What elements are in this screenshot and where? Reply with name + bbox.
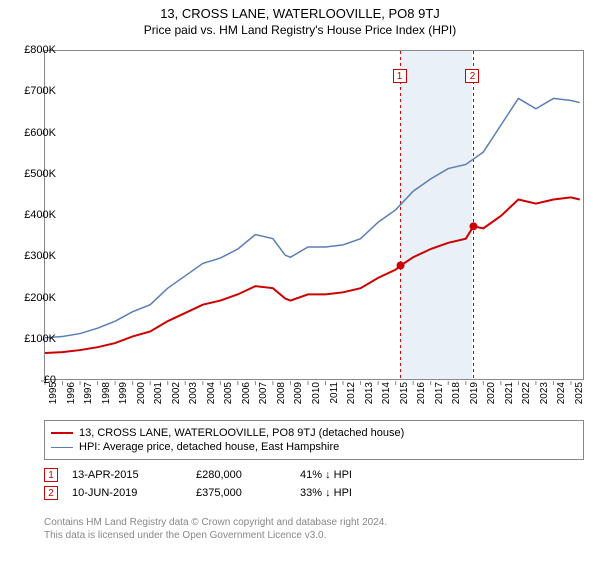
sales-table: 1 13-APR-2015 £280,000 41% ↓ HPI 2 10-JU… xyxy=(44,464,584,504)
sale-price: £280,000 xyxy=(196,469,286,481)
sale-row: 2 10-JUN-2019 £375,000 33% ↓ HPI xyxy=(44,486,584,500)
footnote: Contains HM Land Registry data © Crown c… xyxy=(44,516,584,542)
legend: 13, CROSS LANE, WATERLOOVILLE, PO8 9TJ (… xyxy=(44,420,584,460)
legend-swatch-hpi xyxy=(51,447,73,448)
footnote-line: This data is licensed under the Open Gov… xyxy=(44,529,584,542)
legend-label-property: 13, CROSS LANE, WATERLOOVILLE, PO8 9TJ (… xyxy=(79,427,404,439)
footnote-line: Contains HM Land Registry data © Crown c… xyxy=(44,516,584,529)
sale-delta: 33% ↓ HPI xyxy=(300,487,400,499)
plot-area xyxy=(44,50,584,380)
chart-title: 13, CROSS LANE, WATERLOOVILLE, PO8 9TJ xyxy=(0,6,600,21)
sale-date: 13-APR-2015 xyxy=(72,469,182,481)
sale-row: 1 13-APR-2015 £280,000 41% ↓ HPI xyxy=(44,468,584,482)
sale-date: 10-JUN-2019 xyxy=(72,487,182,499)
sale-badge: 1 xyxy=(44,468,58,482)
sale-delta: 41% ↓ HPI xyxy=(300,469,400,481)
chart-subtitle: Price paid vs. HM Land Registry's House … xyxy=(0,23,600,37)
sale-price: £375,000 xyxy=(196,487,286,499)
legend-label-hpi: HPI: Average price, detached house, East… xyxy=(79,441,339,453)
legend-swatch-property xyxy=(51,432,73,434)
legend-item-hpi: HPI: Average price, detached house, East… xyxy=(51,441,577,453)
legend-item-property: 13, CROSS LANE, WATERLOOVILLE, PO8 9TJ (… xyxy=(51,427,577,439)
sale-badge: 2 xyxy=(44,486,58,500)
chart-container: 13, CROSS LANE, WATERLOOVILLE, PO8 9TJ P… xyxy=(0,6,600,566)
plot-svg xyxy=(41,51,585,385)
